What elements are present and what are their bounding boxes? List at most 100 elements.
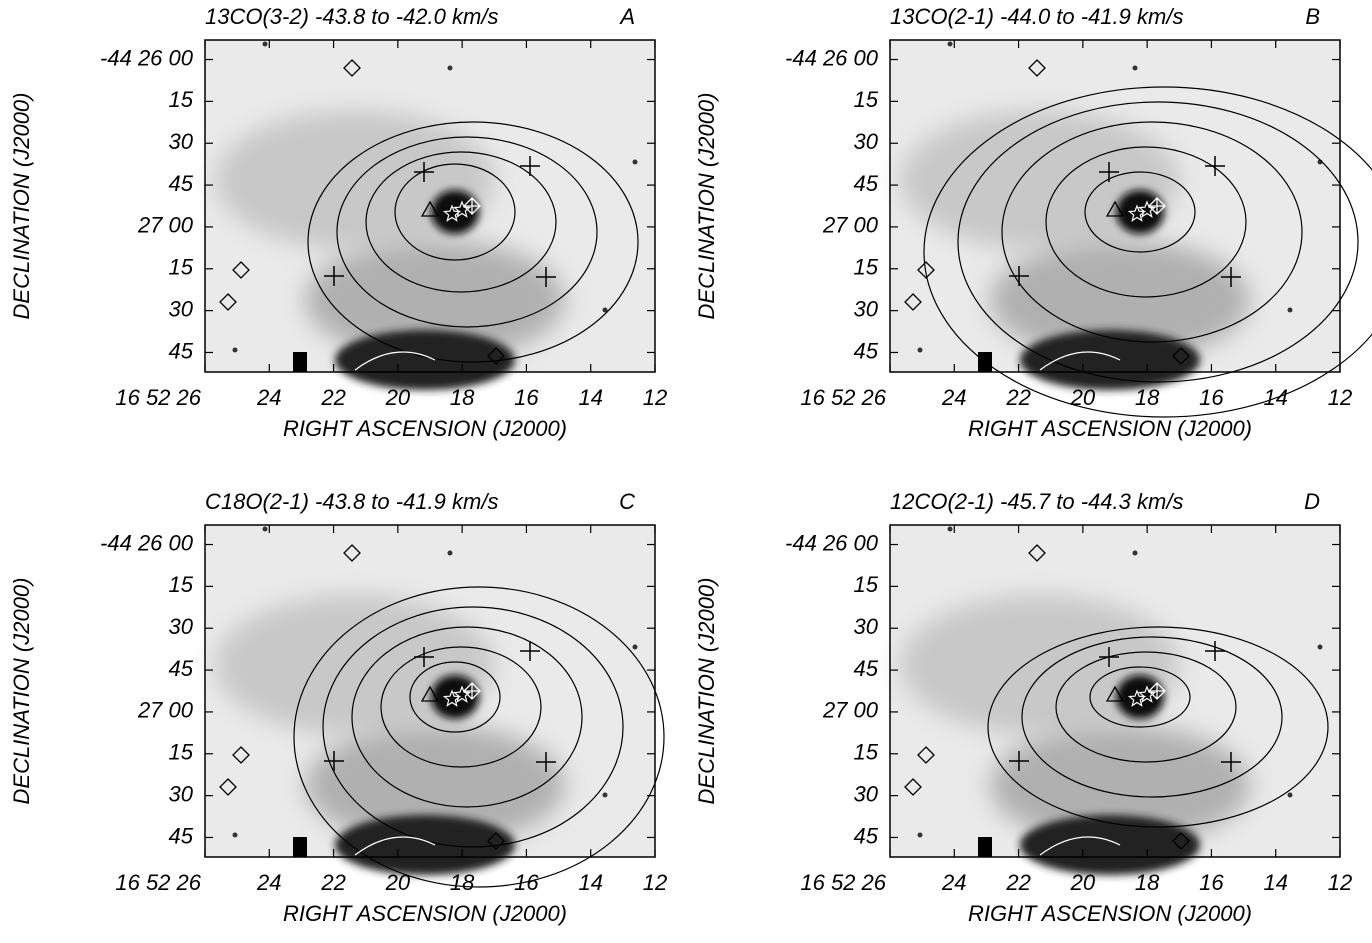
x-tick-label: 22 [1005, 385, 1030, 410]
y-tick-label: 27 00 [137, 213, 194, 238]
star-dot [602, 307, 608, 313]
cross-marker [1099, 162, 1119, 182]
star-dot [632, 159, 638, 165]
cross-marker [536, 752, 556, 772]
y-axis-label: DECLINATION (J2000) [9, 578, 34, 805]
contour-white [1039, 836, 1121, 856]
star-marker [442, 204, 462, 222]
contour [380, 646, 542, 768]
diamond-marker [1172, 347, 1190, 365]
panel [204, 39, 656, 390]
bright-core [431, 190, 479, 234]
panel [204, 524, 665, 888]
x-tick-label: 16 52 26 [800, 870, 886, 895]
contour [307, 121, 639, 363]
cross-marker [520, 156, 540, 176]
x-tick-label: 12 [643, 385, 667, 410]
y-tick-label: 45 [169, 171, 194, 196]
bright-core [431, 675, 479, 719]
panel [889, 39, 1372, 418]
y-tick-label: 45 [854, 171, 879, 196]
contour-white [354, 836, 436, 856]
contour [322, 606, 624, 848]
contour [1001, 121, 1303, 343]
x-tick-label: 18 [1135, 385, 1160, 410]
contour-white [1039, 351, 1121, 371]
diamond-marker [904, 778, 922, 796]
cross-marker [414, 647, 434, 667]
diamond-marker [1028, 544, 1046, 562]
bright-source [293, 837, 307, 857]
panel-label: A [618, 4, 635, 29]
contour [1045, 146, 1247, 298]
x-tick-label: 24 [256, 870, 281, 895]
contour [1055, 651, 1237, 763]
star-dot [232, 832, 238, 838]
star-marker [1127, 689, 1147, 707]
nebula [900, 110, 1180, 250]
x-axis-label: RIGHT ASCENSION (J2000) [968, 901, 1252, 926]
bright-region [1020, 330, 1200, 390]
contour-white [354, 351, 436, 371]
y-tick-label: 15 [854, 87, 879, 112]
x-tick-label: 14 [578, 870, 602, 895]
star-dot [447, 65, 453, 71]
star-dot [917, 832, 923, 838]
x-tick-label: 18 [450, 870, 475, 895]
x-tick-label: 12 [1328, 385, 1352, 410]
star-marker [452, 685, 472, 703]
diamond-marker [1172, 832, 1190, 850]
y-tick-label: 30 [854, 296, 879, 321]
y-tick-label: -44 26 00 [100, 530, 194, 555]
x-tick-label: 24 [256, 385, 281, 410]
cross-marker [1205, 641, 1225, 661]
panel-label: D [1304, 489, 1320, 514]
star-marker [452, 200, 472, 218]
bright-region [335, 815, 515, 875]
y-tick-label: 45 [169, 338, 194, 363]
cross-marker [1221, 267, 1241, 287]
y-tick-label: -44 26 00 [100, 45, 194, 70]
star-dot [232, 347, 238, 353]
diamond-marker [487, 347, 505, 365]
y-tick-label: 15 [169, 87, 194, 112]
star-marker [442, 689, 462, 707]
star-dot [262, 526, 268, 532]
x-tick-label: 22 [320, 870, 345, 895]
star-dot [1132, 65, 1138, 71]
cross-marker [536, 267, 556, 287]
contour [293, 586, 665, 888]
diamond-marker [219, 293, 237, 311]
triangle-marker [420, 200, 440, 217]
y-tick-label: 30 [169, 614, 194, 639]
x-axis-label: RIGHT ASCENSION (J2000) [283, 901, 567, 926]
y-tick-label: 15 [854, 255, 879, 280]
bright-core [1116, 675, 1164, 719]
y-tick-label: -44 26 00 [785, 45, 879, 70]
y-axis-label: DECLINATION (J2000) [694, 93, 719, 320]
y-tick-label: 45 [854, 338, 879, 363]
nebula [215, 110, 495, 250]
star-marker [1137, 685, 1157, 703]
star-marker [1137, 200, 1157, 218]
panel-label: C [619, 489, 635, 514]
cross-marker [1009, 266, 1029, 286]
panel-title: 12CO(2-1) -45.7 to -44.3 km/s [890, 489, 1183, 514]
y-tick-label: 27 00 [137, 698, 194, 723]
panel-title: 13CO(3-2) -43.8 to -42.0 km/s [205, 4, 498, 29]
star-dot [447, 550, 453, 556]
triangle-marker [1105, 200, 1125, 217]
plot-frame [889, 39, 1341, 373]
x-tick-label: 14 [578, 385, 602, 410]
star-dot [632, 644, 638, 650]
y-tick-label: 15 [169, 255, 194, 280]
x-tick-label: 22 [320, 385, 345, 410]
y-tick-label: -44 26 00 [785, 530, 879, 555]
x-tick-label: 16 [514, 870, 539, 895]
cross-marker [1221, 752, 1241, 772]
diamond-marker [343, 59, 361, 77]
cross-marker [1205, 156, 1225, 176]
y-tick-label: 30 [169, 781, 194, 806]
star-dot [1287, 792, 1293, 798]
panel [889, 524, 1341, 875]
